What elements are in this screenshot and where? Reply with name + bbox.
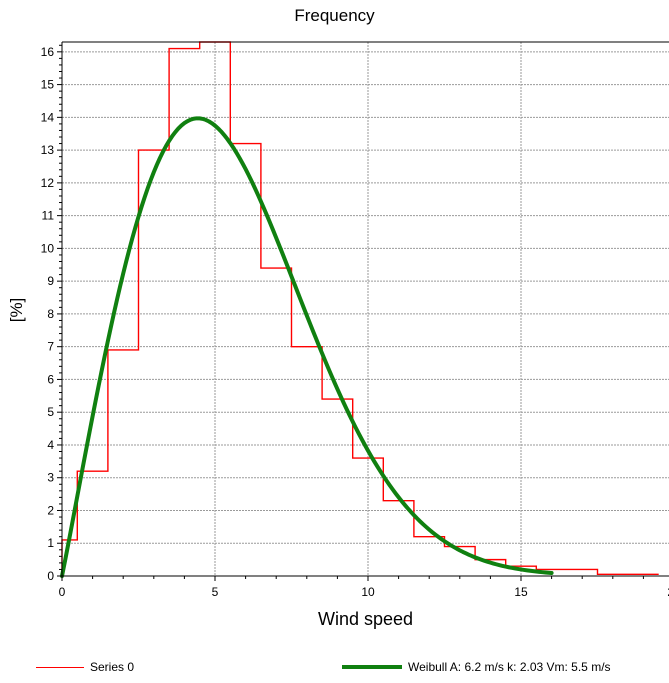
legend-swatch-red [36, 666, 84, 668]
legend-item-series-0: Series 0 [36, 659, 134, 675]
x-tick-label: 5 [212, 585, 219, 599]
y-tick-label: 11 [42, 209, 55, 223]
y-tick-label: 10 [41, 241, 55, 255]
y-tick-label: 8 [47, 307, 54, 321]
y-tick-label: 13 [41, 143, 55, 157]
x-tick-label: 0 [59, 585, 66, 599]
y-tick-label: 5 [47, 405, 54, 419]
y-tick-label: 6 [47, 372, 54, 386]
y-tick-label: 3 [47, 471, 54, 485]
y-tick-label: 7 [47, 340, 54, 354]
y-tick-label: 1 [47, 536, 54, 550]
x-tick-label: 10 [361, 585, 375, 599]
y-tick-label: 15 [41, 78, 55, 92]
y-tick-label: 16 [41, 45, 55, 59]
legend-label-series-0: Series 0 [90, 660, 135, 674]
x-tick-label: 15 [514, 585, 528, 599]
x-axis-label: Wind speed [317, 609, 414, 629]
legend-label-weibull: Weibull A: 6.2 m/s k: 2.03 Vm: 5.5 m/s [408, 660, 611, 674]
y-tick-label: 4 [47, 438, 54, 452]
y-axis-label: [%] [7, 297, 26, 323]
y-tick-label: 0 [47, 569, 54, 583]
x-tick-label: 20 [667, 585, 669, 599]
y-tick-label: 2 [47, 503, 54, 517]
plot-area [62, 42, 669, 576]
weibull-series [60, 116, 554, 578]
legend-item-weibull: Weibull A: 6.2 m/s k: 2.03 Vm: 5.5 m/s [342, 659, 611, 675]
y-tick-label: 14 [41, 110, 55, 124]
grid-lines [62, 42, 669, 576]
weibull-curve [60, 116, 554, 578]
chart-title: Frequency [294, 6, 375, 25]
tick-labels: 01234567891011121314151605101520253035 [41, 45, 669, 599]
axes [57, 41, 669, 581]
y-tick-label: 9 [47, 274, 54, 288]
y-tick-label: 12 [41, 176, 55, 190]
legend-swatch-green [342, 665, 402, 669]
